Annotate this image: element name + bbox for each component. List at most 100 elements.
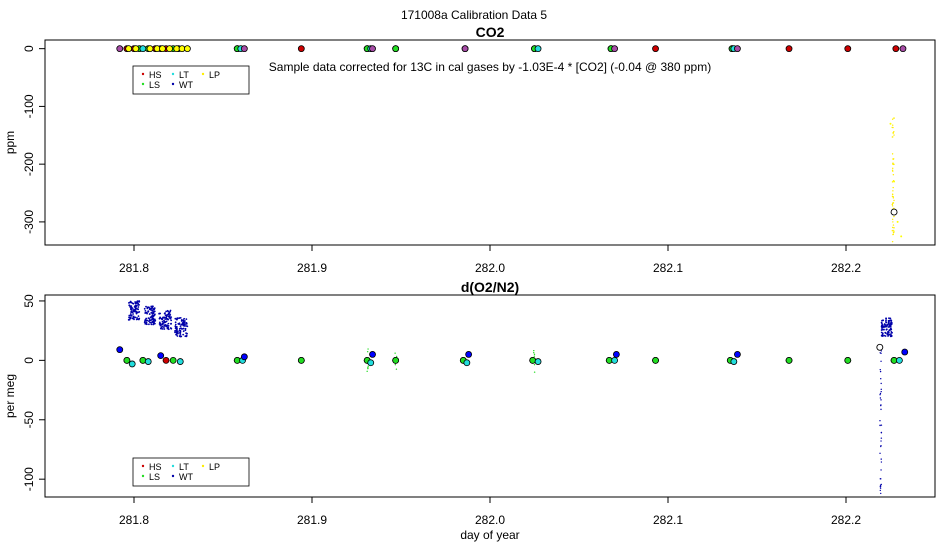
sample-dot (167, 326, 170, 329)
sample-dot (174, 321, 177, 324)
sample-dot (175, 327, 178, 330)
sample-dot (880, 399, 882, 401)
point-lp (900, 235, 903, 238)
sample-dot (884, 332, 887, 335)
x-tick-label: 282.1 (653, 513, 683, 527)
lp-sample-dot (891, 153, 894, 155)
legend-label: LT (179, 70, 189, 80)
legend-label: HS (149, 462, 162, 472)
sample-dot (131, 302, 134, 305)
lp-sample-dot (892, 231, 895, 234)
sample-dot (178, 331, 181, 334)
sample-dot (153, 320, 155, 323)
sample-dot (183, 317, 186, 320)
lp-sample-dot (892, 124, 894, 126)
lp-sample-dot (892, 229, 894, 232)
point-lp (125, 45, 133, 53)
sample-dot (879, 368, 881, 371)
lp-sample-dot (891, 136, 894, 138)
lp-sample-dot (892, 233, 894, 236)
point-lt (463, 359, 471, 367)
x-axis-label: day of year (460, 528, 519, 542)
x-tick-label: 281.8 (119, 261, 149, 275)
sample-dot (146, 307, 149, 309)
sample-dot (174, 323, 177, 326)
sample-dot (179, 325, 182, 328)
sample-dot (174, 331, 176, 334)
cal-jitter-dot (533, 353, 536, 356)
sample-dot (879, 394, 881, 396)
sample-dot (159, 324, 162, 326)
sample-dot (881, 324, 884, 326)
x-tick-label: 281.8 (119, 513, 149, 527)
x-tick-label: 281.9 (297, 261, 327, 275)
point-wt (369, 351, 376, 358)
sample-dot (167, 315, 170, 318)
sample-dot (167, 318, 169, 321)
sample-dot (128, 304, 131, 307)
sample-dot (879, 489, 881, 492)
co2-panel: CO2 281.8 281.9 282.0 282.1 282.2 0 -100 -200 -30… (3, 24, 936, 275)
sample-dot (880, 408, 882, 411)
sample-dot (883, 324, 886, 326)
sample-dot (881, 328, 884, 331)
sample-dot (889, 317, 892, 320)
sample-dot (887, 322, 890, 325)
legend-label: WT (179, 80, 193, 90)
sample-dot (131, 311, 134, 314)
point-hs (892, 45, 900, 53)
sample-dot (880, 440, 882, 442)
sample-dot (888, 326, 891, 328)
sample-dot (151, 305, 154, 308)
sample-dot (174, 325, 177, 328)
sample-dot (880, 350, 883, 352)
lp-sample-dot (891, 126, 893, 129)
point-wt (611, 45, 618, 53)
point-lt (611, 356, 618, 364)
outlier-point (876, 343, 884, 351)
legend-marker (141, 464, 145, 468)
lp-sample-dot (892, 221, 894, 223)
lp-sample-dot (891, 193, 894, 196)
sample-dot (183, 323, 186, 326)
sample-dot (153, 318, 156, 321)
sample-dot (129, 313, 132, 315)
sample-dot (182, 320, 185, 323)
sample-dot (145, 311, 148, 314)
sample-dot (887, 332, 889, 335)
sample-dot (153, 307, 156, 310)
point-wt (734, 45, 741, 53)
sample-dot (163, 324, 166, 327)
sample-dot (145, 305, 147, 308)
y-tick-label: -300 (22, 210, 36, 234)
sample-dot (136, 317, 139, 319)
sample-dot (887, 335, 889, 337)
sample-dot (134, 316, 137, 319)
sample-dot (164, 318, 167, 321)
sample-dot (175, 329, 177, 332)
sample-dot (152, 314, 155, 317)
lp-sample-dot (891, 181, 894, 183)
sample-dot (185, 325, 187, 327)
point-wt (157, 352, 165, 360)
sample-dot (160, 327, 163, 330)
cal-jitter-dot (367, 365, 369, 367)
sample-dot (887, 330, 890, 333)
sample-dot (182, 324, 185, 327)
sample-dot (163, 312, 166, 315)
legend-label: LS (149, 472, 160, 482)
point-wt (461, 45, 469, 53)
x-tick-label: 282.2 (831, 261, 861, 275)
sample-dot (177, 332, 179, 335)
lp-sample-dot (892, 190, 894, 192)
sample-dot (165, 320, 168, 323)
sample-dot (890, 333, 892, 335)
cal-jitter-dot (533, 352, 535, 354)
sample-dot (889, 322, 892, 325)
sample-dot (158, 321, 161, 324)
sample-dot (135, 302, 138, 305)
point-lt (367, 359, 375, 367)
sample-dot (885, 317, 888, 320)
sample-dot (148, 323, 150, 326)
sample-dot (879, 487, 882, 489)
